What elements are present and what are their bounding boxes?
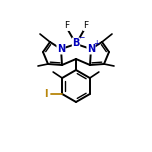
Text: B: B: [72, 38, 80, 48]
Text: N: N: [87, 44, 95, 54]
Text: F: F: [64, 21, 70, 31]
Text: I: I: [44, 89, 48, 99]
Text: N: N: [57, 44, 65, 54]
Text: +: +: [93, 40, 99, 48]
Text: F: F: [83, 21, 89, 31]
Text: −: −: [78, 33, 84, 43]
